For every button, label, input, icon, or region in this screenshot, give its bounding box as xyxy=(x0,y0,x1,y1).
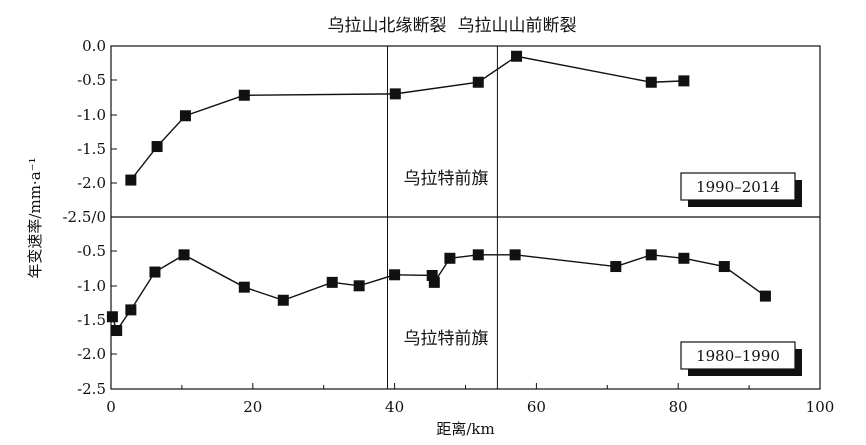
y-top-tick-label-3: -1.5 xyxy=(77,140,106,158)
data-point xyxy=(444,252,456,264)
x-tick-label-1: 20 xyxy=(243,398,262,416)
data-point xyxy=(678,252,690,264)
y-bottom-tick-label-3: -2.0 xyxy=(77,345,106,363)
fault-lines xyxy=(387,46,498,389)
y-bottom-tick-label-1: -1.0 xyxy=(77,277,106,295)
location-label-1: 乌拉特前旗 xyxy=(404,169,489,189)
x-axis-label: 距离/km xyxy=(436,420,494,438)
x-tick-label-3: 60 xyxy=(527,398,546,416)
data-point xyxy=(238,281,250,293)
data-point xyxy=(645,76,657,88)
legend-label-2: 1980–1990 xyxy=(696,347,780,365)
data-point xyxy=(326,276,338,288)
x-tick-label-2: 40 xyxy=(385,398,404,416)
axes: 0 20 40 60 80 100 距离/km 年变速率/mm·a⁻¹ 0.0 -0.5 -1.0 -… xyxy=(26,37,834,438)
legend-box-1 xyxy=(680,172,796,201)
data-point xyxy=(678,75,690,87)
data-point xyxy=(389,88,401,100)
legend-label-1: 1990–2014 xyxy=(696,178,780,196)
y-bottom-tick-label-2: -1.5 xyxy=(77,311,106,329)
fault-label-1: 乌拉山北缘断裂 xyxy=(328,16,447,36)
y-top-tick-label-4: -2.0 xyxy=(77,174,106,192)
y-top-tick-label-2: -1.0 xyxy=(77,106,106,124)
y-top-tick-label-0: 0.0 xyxy=(82,37,106,55)
x-tick-label-4: 80 xyxy=(669,398,688,416)
data-point xyxy=(426,269,438,281)
data-point xyxy=(428,276,440,288)
data-point xyxy=(718,261,730,273)
data-point xyxy=(125,174,137,186)
data-point xyxy=(125,304,137,316)
legend-boxes: 1990–2014 1980–1990 xyxy=(680,172,802,376)
series-line-1 xyxy=(130,55,684,181)
data-point xyxy=(759,290,771,302)
y-bottom-tick-label-0: -0.5 xyxy=(77,242,106,260)
data-point xyxy=(610,261,622,273)
series-line-2 xyxy=(111,254,766,333)
y-top-tick-label-5: -2.5/0 xyxy=(62,208,106,226)
data-point xyxy=(472,249,484,261)
fault-label-2: 乌拉山山前断裂 xyxy=(458,16,577,36)
y-bottom-tick-label-4: -2.5 xyxy=(77,380,106,398)
x-tick-label-5: 100 xyxy=(806,398,835,416)
location-label-2: 乌拉特前旗 xyxy=(404,329,489,349)
data-point xyxy=(151,141,163,153)
data-point xyxy=(277,294,289,306)
data-point xyxy=(511,50,523,62)
data-point xyxy=(353,280,365,292)
series-layer xyxy=(106,50,771,337)
data-point xyxy=(645,249,657,261)
y-axis-label: 年变速率/mm·a⁻¹ xyxy=(26,157,44,278)
data-point xyxy=(238,89,250,101)
x-tick-label-0: 0 xyxy=(106,398,116,416)
data-point xyxy=(149,266,161,278)
y-top-tick-label-1: -0.5 xyxy=(77,71,106,89)
data-point xyxy=(178,249,190,261)
data-point xyxy=(389,269,401,281)
data-point xyxy=(111,325,123,337)
data-point xyxy=(106,311,118,323)
data-point xyxy=(472,76,484,88)
legend-box-2 xyxy=(680,341,796,370)
data-point xyxy=(179,110,191,122)
data-point xyxy=(509,249,521,261)
